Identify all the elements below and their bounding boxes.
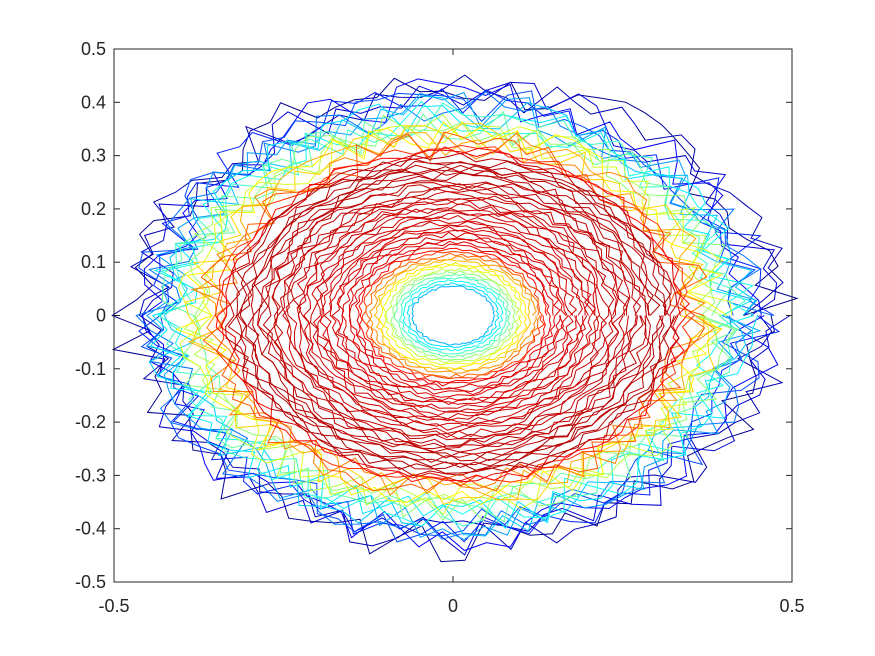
contour-line [157, 100, 755, 527]
y-tick-label: 0.1 [81, 252, 106, 272]
contour-line [161, 110, 741, 523]
x-tick-label: -0.5 [98, 596, 129, 616]
contour-line [158, 102, 746, 527]
y-tick-label: -0.2 [75, 412, 106, 432]
contour-line [252, 169, 654, 462]
contour-line [411, 285, 496, 346]
contour-line [272, 185, 637, 447]
x-tick-label: 0 [448, 596, 458, 616]
contour-line [382, 264, 524, 366]
contour-line [323, 224, 583, 405]
contour-line [373, 259, 532, 372]
contour-line [341, 237, 567, 396]
y-tick-label: -0.1 [75, 359, 106, 379]
y-tick-label: 0.4 [81, 92, 106, 112]
contour-line [273, 187, 630, 441]
contour-line [296, 203, 612, 427]
x-axis-ticks: -0.5 0 0.5 [98, 49, 805, 616]
contour-line [402, 279, 504, 352]
contour-line [237, 160, 675, 471]
contour-line [235, 164, 667, 468]
contour-line [303, 209, 600, 422]
y-tick-label: 0.5 [81, 39, 106, 59]
y-axis-ticks: 0.5 0.4 0.3 0.2 0.1 0 -0.1 -0.2 -0.3 -0.4 -0.5 [75, 39, 792, 592]
contour-line [365, 252, 541, 379]
contour-line [200, 131, 708, 492]
contour-line [319, 220, 587, 409]
contour-line [298, 207, 607, 424]
x-tick-label: 0.5 [779, 596, 804, 616]
contour-line [135, 91, 773, 540]
contour-line [398, 277, 508, 355]
contour-line [190, 132, 715, 496]
y-tick-label: 0 [96, 306, 106, 326]
contour-line [369, 256, 537, 374]
contour-line [220, 149, 682, 483]
contour-line [149, 103, 758, 530]
contour-line [385, 267, 521, 364]
contour-line [282, 197, 623, 438]
contour-line [285, 197, 620, 434]
y-tick-label: -0.4 [75, 519, 106, 539]
y-tick-label: 0.3 [81, 146, 106, 166]
contour-line [142, 78, 779, 552]
contour-line [187, 131, 705, 501]
contour-line [312, 214, 596, 416]
contour-line [354, 243, 552, 387]
contour-line [215, 146, 690, 483]
y-tick-label: 0.2 [81, 199, 106, 219]
contour-line [239, 165, 666, 466]
contour-line [309, 212, 600, 420]
contour-line [393, 273, 511, 358]
contour-line [406, 282, 500, 349]
contour-line [256, 172, 651, 459]
contour-line [177, 121, 733, 516]
contour-lines [111, 74, 799, 563]
contour-line [262, 182, 644, 450]
contour-line [184, 123, 723, 506]
contour-line [361, 251, 545, 380]
contour-line [331, 229, 574, 402]
contour-line [225, 152, 680, 477]
contour-line [129, 74, 784, 551]
y-tick-label: -0.3 [75, 465, 106, 485]
contour-line [145, 91, 762, 541]
contour-line [148, 95, 756, 537]
y-tick-label: -0.5 [75, 572, 106, 592]
